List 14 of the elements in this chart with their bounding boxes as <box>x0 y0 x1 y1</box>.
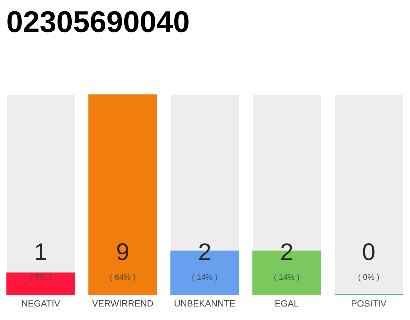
data-label: ( 7% ) <box>30 274 52 282</box>
x-tick-label: POSITIV <box>352 300 387 307</box>
x-tick-label: EGAL <box>276 300 299 307</box>
data-label: ( 0% ) <box>358 274 380 282</box>
annotation: 0 <box>363 244 375 260</box>
x-tick-label: VERWIRREND <box>92 300 154 307</box>
chart-title: 02305690040 <box>8 11 189 33</box>
data-label: ( 14% ) <box>192 274 218 282</box>
x-tick-label: NEGATIV <box>22 300 60 307</box>
data-label: ( 64% ) <box>110 274 136 282</box>
data-label: ( 14% ) <box>274 274 300 282</box>
annotation: 1 <box>36 244 46 260</box>
annotation: 9 <box>117 244 129 260</box>
x-tick-label: UNBEKANNTE <box>174 300 236 307</box>
